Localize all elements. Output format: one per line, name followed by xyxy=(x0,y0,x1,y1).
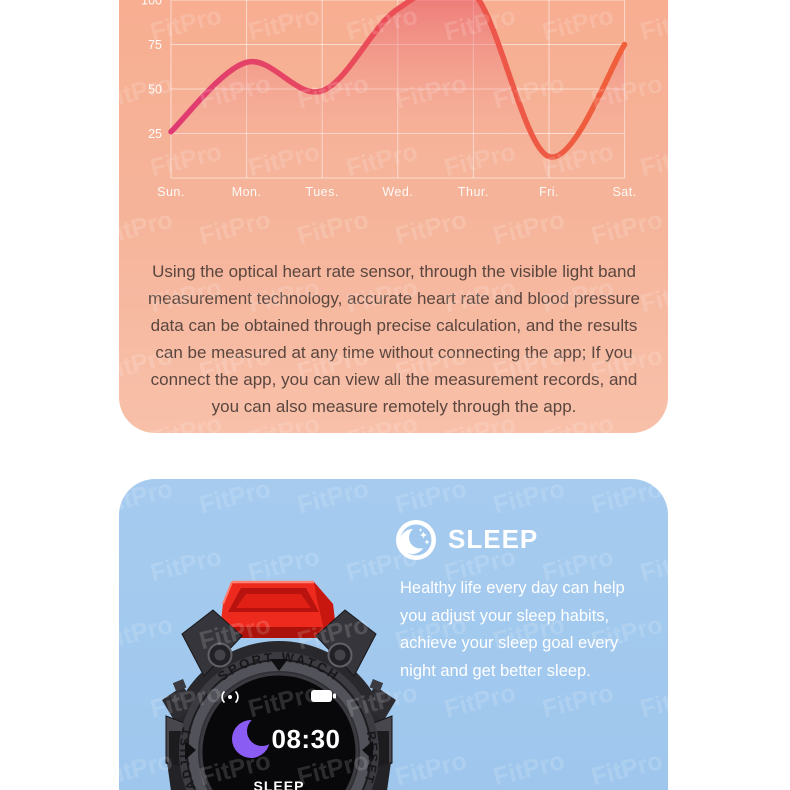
sleep-description-line: you adjust your sleep habits, xyxy=(400,606,610,625)
watermark-text: FitPro xyxy=(588,746,666,790)
x-axis-day-label: Sun. xyxy=(157,185,185,199)
heart-rate-card: 25 50 75 100 Sun. Mon. Tues. Wed. Thur. Fri. Sat. … xyxy=(119,0,668,433)
y-axis-tick-label: 50 xyxy=(148,83,162,97)
watermark-text: FitPro xyxy=(637,542,668,588)
chart-area-fill xyxy=(171,0,625,178)
x-axis-day-label: Wed. xyxy=(382,185,413,199)
watermark-text: FitPro xyxy=(490,746,568,790)
watch-strap-red xyxy=(219,580,337,638)
heart-rate-line xyxy=(168,0,628,160)
x-axis-day-label: Sat. xyxy=(612,185,636,199)
watch-screen: 08:30 SLEEP xyxy=(199,672,359,790)
x-axis-day-label: Fri. xyxy=(539,185,559,199)
bezel-triangle-top xyxy=(270,659,288,671)
bezel-triangle-right xyxy=(362,741,373,760)
sleep-moon-icon xyxy=(396,520,436,560)
watermark-text: FitPro xyxy=(392,479,470,520)
sleep-description-line: night and get better sleep. xyxy=(400,661,591,680)
screen-mode-label: SLEEP xyxy=(254,778,305,790)
screen-moon-icon xyxy=(232,716,277,758)
watermark-text: FitPro xyxy=(490,479,568,520)
y-axis-tick-label: 25 xyxy=(148,127,162,141)
x-axis-day-label: Mon. xyxy=(232,185,262,199)
battery-icon xyxy=(311,690,336,702)
sleep-card: SLEEP Healthy life every day can help yo… xyxy=(119,479,668,790)
watermark-text: FitPro xyxy=(441,678,519,724)
watermark-text: FitPro xyxy=(119,479,176,520)
sleep-description-line: Healthy life every day can help xyxy=(400,579,625,597)
watermark-text: FitPro xyxy=(539,678,617,724)
bezel-triangle-left xyxy=(185,741,196,760)
y-axis-tick-label: 75 xyxy=(148,38,162,52)
smartwatch-image: SPORT WATCH ADJUST RESET xyxy=(162,580,396,790)
watermark-text: FitPro xyxy=(637,678,668,724)
signal-icon xyxy=(221,690,239,704)
heart-rate-chart: 25 50 75 100 Sun. Mon. Tues. Wed. Thur. Fri. Sat. xyxy=(141,0,636,199)
sleep-description-line: achieve your sleep goal every xyxy=(400,634,619,652)
screen-time: 08:30 xyxy=(272,724,341,754)
watermark-text: FitPro xyxy=(294,479,372,520)
watermark-text: FitPro xyxy=(196,479,274,520)
sleep-title: SLEEP xyxy=(448,524,539,554)
x-axis-day-label: Thur. xyxy=(458,185,489,199)
x-axis-day-label: Tues. xyxy=(306,185,339,199)
watermark-text: FitPro xyxy=(588,479,666,520)
sleep-description: Healthy life every day can help you adju… xyxy=(400,575,625,685)
heart-rate-description: Using the optical heart rate sensor, thr… xyxy=(147,262,641,416)
y-axis-tick-label: 100 xyxy=(141,0,162,8)
